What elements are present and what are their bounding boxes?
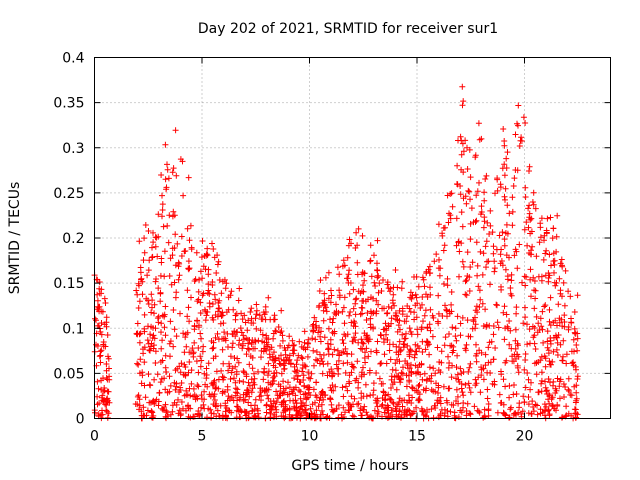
- x-tick-labels: 0 5 10 15 20: [90, 429, 533, 445]
- x-axis-label: GPS time / hours: [291, 458, 408, 474]
- y-tick-label: 0.4: [62, 51, 84, 67]
- x-tick-label: 20: [516, 429, 534, 445]
- chart-title: Day 202 of 2021, SRMTID for receiver sur…: [198, 21, 498, 37]
- x-tick-label: 10: [301, 429, 319, 445]
- y-tick-label: 0.3: [62, 141, 84, 157]
- x-tick-label: 15: [408, 429, 426, 445]
- y-tick-labels: 0 0.05 0.1 0.15 0.2 0.25 0.3 0.35 0.4: [53, 51, 84, 428]
- y-tick-label: 0: [76, 412, 85, 428]
- y-tick-label: 0.15: [53, 276, 84, 292]
- scatter-markers: [91, 83, 581, 422]
- y-tick-label: 0.25: [53, 186, 84, 202]
- y-tick-label: 0.05: [53, 366, 84, 382]
- y-tick-label: 0.35: [53, 96, 84, 112]
- x-tick-label: 0: [90, 429, 99, 445]
- y-axis-label: SRMTID / TECUs: [7, 182, 23, 295]
- axis-ticks: [94, 57, 611, 419]
- y-tick-label: 0.2: [62, 231, 84, 247]
- y-tick-label: 0.1: [62, 321, 84, 337]
- data-points: [91, 83, 581, 422]
- x-tick-label: 5: [198, 429, 207, 445]
